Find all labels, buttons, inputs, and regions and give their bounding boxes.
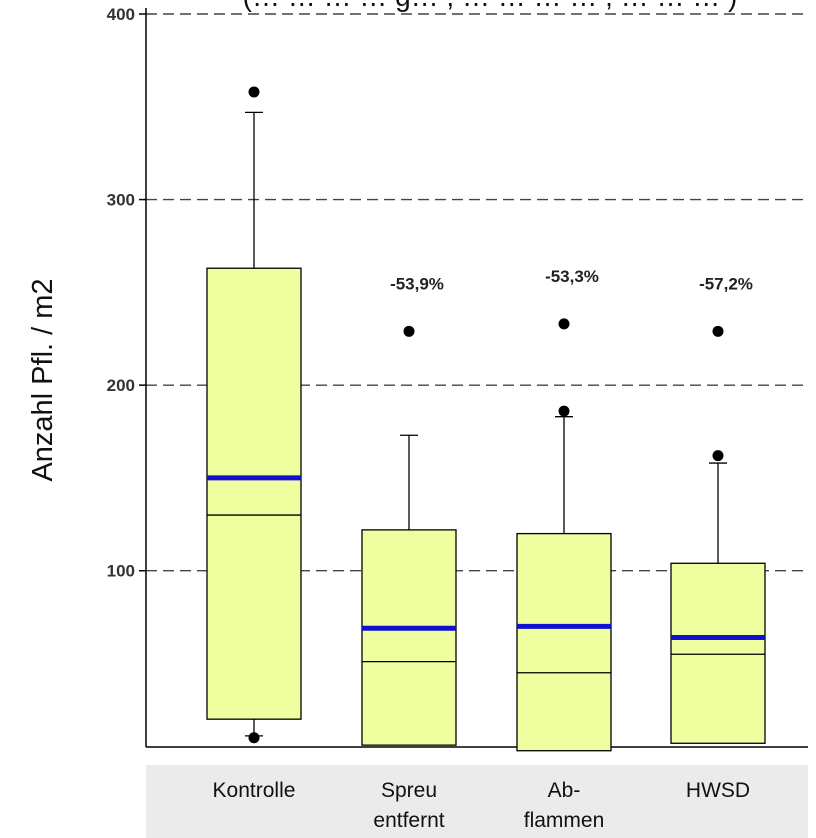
box-iqr bbox=[361, 529, 457, 746]
outlier-point bbox=[248, 86, 260, 98]
y-axis-label: Anzahl Pfl. / m2 bbox=[27, 278, 59, 481]
outlier-point bbox=[248, 732, 260, 744]
box-iqr bbox=[516, 532, 612, 752]
y-tick-label-100: 100 bbox=[107, 562, 135, 581]
axes: 100 200 300 400 bbox=[107, 5, 808, 748]
y-tick-label-400: 400 bbox=[107, 5, 135, 24]
outlier-point bbox=[403, 325, 415, 337]
box-iqr bbox=[670, 562, 766, 744]
chart-title: (… … … … g… , … … … … , … … … ) bbox=[243, 0, 738, 12]
x-tick-label-ab-flammen: Ab-flammen bbox=[524, 779, 605, 832]
outlier-point bbox=[558, 318, 570, 330]
y-tick-label-300: 300 bbox=[107, 191, 135, 210]
box-hwsd: -57,2% bbox=[670, 274, 766, 744]
x-tick-label-spreu-entfernt: Spreu entfernt bbox=[373, 779, 444, 832]
outlier-point bbox=[558, 405, 570, 417]
outlier-point bbox=[712, 325, 724, 337]
change-label: -53,3% bbox=[545, 267, 599, 286]
x-axis-band bbox=[146, 765, 808, 838]
outlier-point bbox=[712, 450, 724, 462]
x-tick-label-hwsd: HWSD bbox=[686, 779, 750, 802]
box-ab-flammen: -53,3% bbox=[516, 267, 612, 752]
box-iqr bbox=[206, 267, 302, 720]
category-labels: Kontrolle Spreu entfernt Ab-flammen HWSD bbox=[213, 779, 751, 832]
x-tick-label-kontrolle: Kontrolle bbox=[213, 779, 296, 802]
box-kontrolle bbox=[206, 86, 302, 744]
y-tick-label-200: 200 bbox=[107, 376, 135, 395]
change-label: -57,2% bbox=[699, 274, 753, 293]
change-label: -53,9% bbox=[390, 274, 444, 293]
box-spreu-entfernt: -53,9% bbox=[361, 274, 457, 746]
boxes: -53,9% -53,3% -57,2% bbox=[206, 86, 766, 752]
